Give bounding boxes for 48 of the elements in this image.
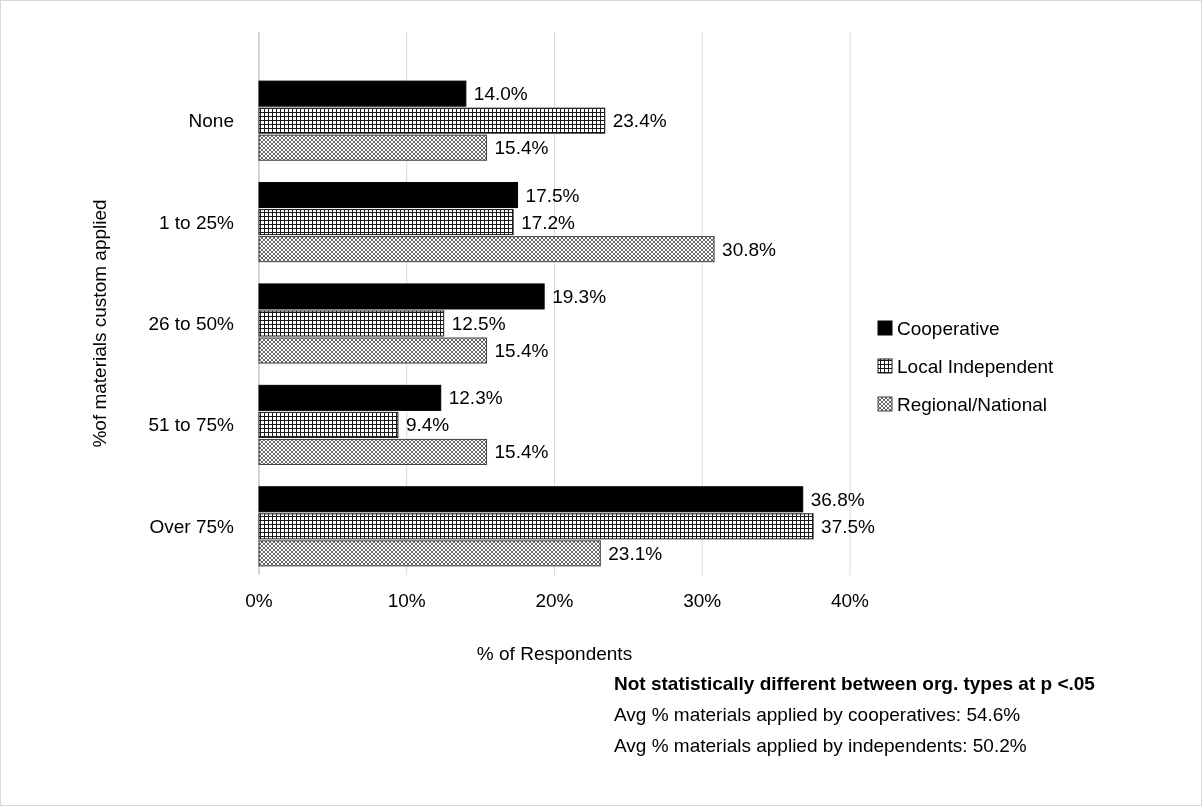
- x-tick-label: 0%: [245, 590, 273, 611]
- data-label: 17.5%: [525, 184, 580, 206]
- y-tick-label: 26 to 50%: [148, 313, 235, 334]
- bar: [258, 80, 467, 107]
- data-label: 15.4%: [494, 340, 549, 362]
- x-tick-label: 10%: [387, 590, 426, 611]
- data-label: 19.3%: [552, 285, 607, 307]
- y-tick-label: Over 75%: [149, 515, 235, 537]
- bar: [258, 540, 601, 567]
- data-label: 23.1%: [608, 542, 663, 564]
- x-axis-title: % of Respondents: [476, 643, 633, 664]
- data-label: 17.2%: [521, 211, 576, 233]
- bar: [258, 337, 488, 364]
- bar: [258, 438, 488, 465]
- data-label: 15.4%: [494, 137, 549, 159]
- x-tick-label: 20%: [535, 590, 574, 611]
- bar: [258, 134, 488, 161]
- x-tick-label: 30%: [683, 590, 722, 611]
- data-label: 12.3%: [448, 387, 503, 409]
- bar: [258, 209, 514, 236]
- bar: [258, 283, 545, 310]
- bar: [258, 486, 804, 513]
- y-tick-label: 1 to 25%: [159, 211, 235, 233]
- data-label: 30.8%: [722, 238, 777, 260]
- bar: [258, 310, 445, 337]
- data-label: 15.4%: [494, 441, 549, 463]
- text: Avg % materials applied by independents: 50.2%: [614, 735, 1027, 756]
- bar: [258, 513, 814, 540]
- bar: [258, 182, 519, 209]
- bar: [258, 411, 399, 438]
- x-tick-label: 40%: [830, 590, 870, 611]
- legend-label: Local Independent: [897, 355, 1055, 377]
- legend-label: Regional/National: [897, 393, 1047, 415]
- y-tick-label: 51 to 75%: [148, 414, 235, 436]
- data-label: 14.0%: [473, 83, 528, 105]
- bar: [258, 236, 715, 263]
- bar: [258, 384, 442, 411]
- data-label: 12.5%: [451, 313, 506, 334]
- text: Not statistically different between org. types at p <.05: [614, 673, 1096, 694]
- data-label: 9.4%: [405, 414, 450, 436]
- y-axis-title: %of materials custom applied: [89, 199, 110, 448]
- text: Avg % materials applied by cooperatives: 54.6%: [614, 704, 1021, 725]
- data-label: 37.5%: [821, 515, 876, 537]
- data-label: 23.4%: [612, 110, 667, 132]
- data-label: 36.8%: [810, 488, 865, 510]
- legend-label: Cooperative: [897, 317, 1000, 339]
- y-tick-label: None: [188, 110, 234, 132]
- bar: [258, 107, 606, 134]
